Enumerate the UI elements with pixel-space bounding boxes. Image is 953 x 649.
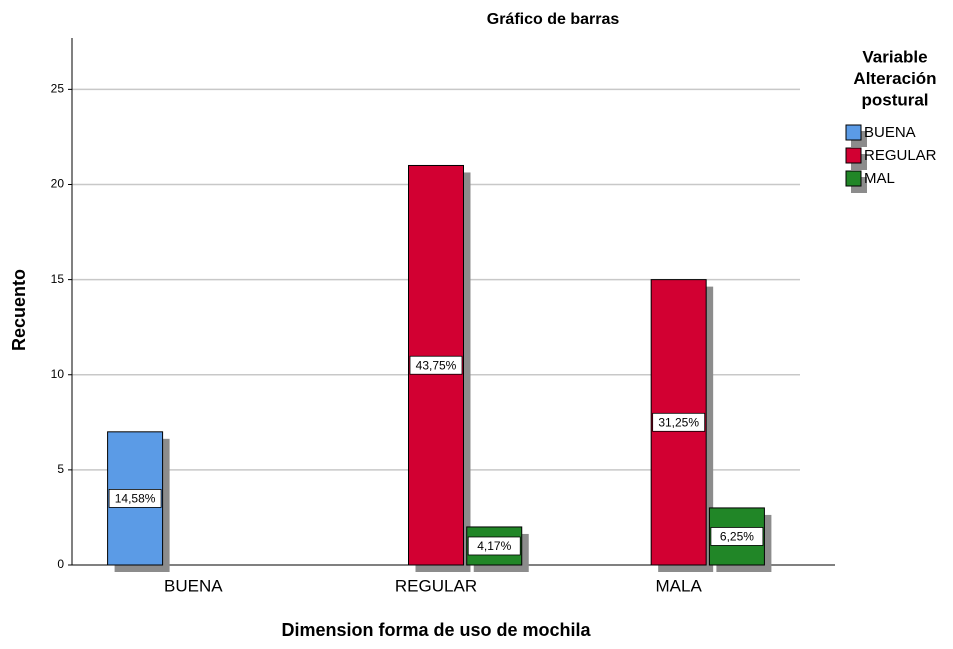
data-label: 43,75% — [416, 358, 457, 372]
x-axis-label: Dimension forma de uso de mochila — [281, 620, 591, 640]
data-label-box — [108, 489, 162, 508]
x-tick-label: MALA — [656, 576, 703, 595]
legend-title: Alteración — [853, 69, 936, 88]
data-label-box — [467, 536, 521, 556]
chart-title: Gráfico de barras — [487, 11, 620, 28]
legend-swatch — [845, 147, 862, 164]
legend-label: MAL — [864, 170, 895, 187]
y-tick-label: 15 — [51, 272, 65, 286]
data-label-box — [409, 355, 463, 375]
legend-swatch — [845, 170, 862, 187]
data-label-box — [710, 527, 764, 546]
data-label-box — [652, 412, 706, 432]
legend-label: REGULAR — [864, 147, 937, 164]
y-tick-label: 5 — [57, 462, 64, 476]
x-tick-label: BUENA — [164, 576, 223, 595]
y-tick-label: 10 — [51, 367, 65, 381]
legend-swatch — [845, 124, 862, 141]
data-label: 31,25% — [658, 415, 699, 429]
y-tick-label: 25 — [51, 82, 65, 96]
x-tick-label: REGULAR — [395, 576, 477, 595]
data-label: 6,25% — [720, 530, 754, 544]
legend-label: BUENA — [864, 124, 916, 141]
y-tick-label: 0 — [57, 557, 64, 571]
y-tick-label: 20 — [51, 177, 65, 191]
data-label: 14,58% — [115, 492, 156, 506]
y-axis-label: Recuento — [9, 269, 29, 351]
data-label: 4,17% — [477, 539, 511, 553]
legend-title: Variable — [862, 47, 927, 66]
legend-title: postural — [861, 90, 928, 109]
